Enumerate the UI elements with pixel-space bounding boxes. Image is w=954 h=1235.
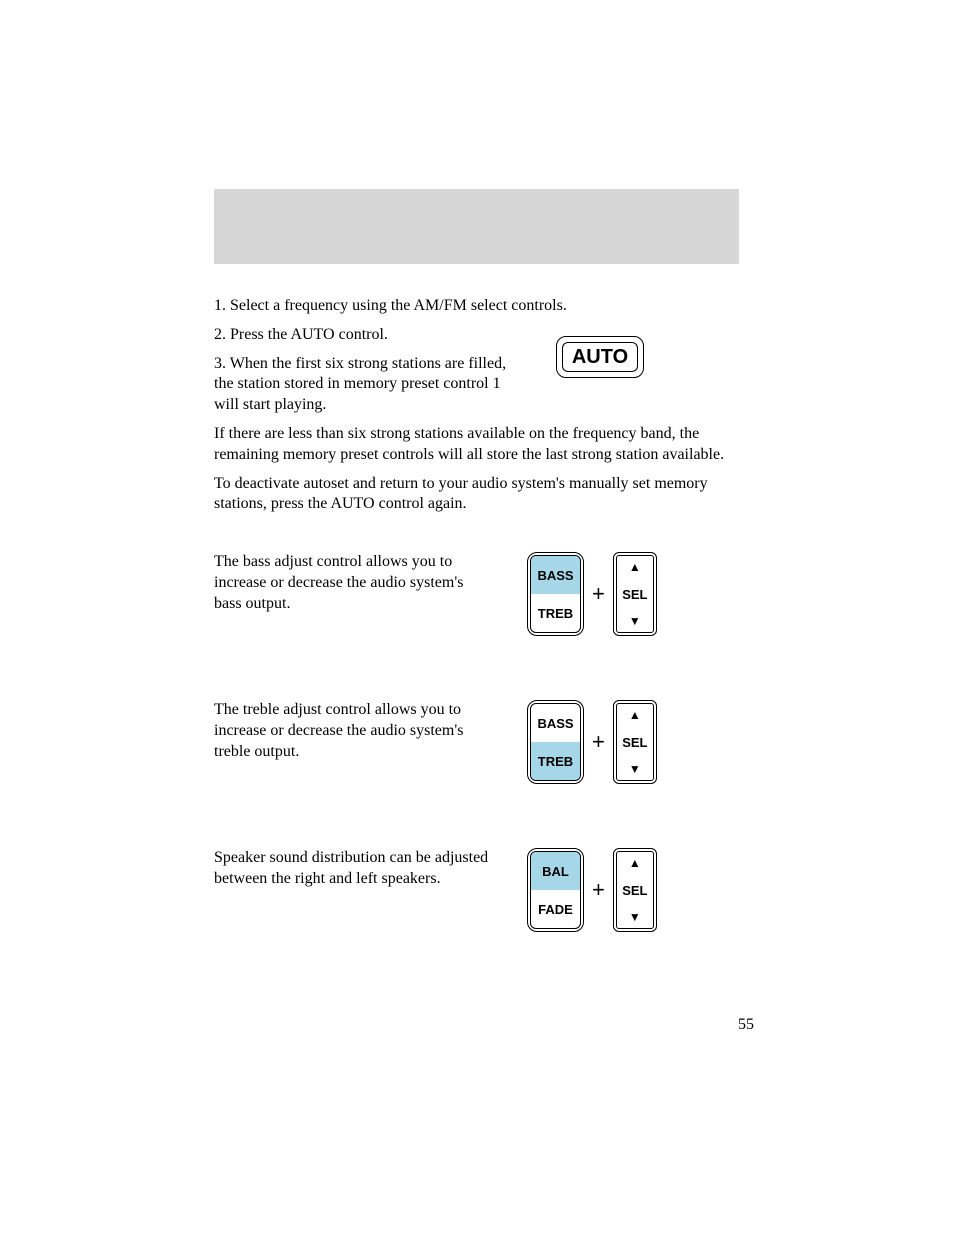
down-arrow-icon: ▼ <box>629 911 641 923</box>
page-number: 55 <box>738 1016 754 1034</box>
bass-label: BASS <box>531 556 580 594</box>
treble-text: The treble adjust control allows you to … <box>214 700 494 762</box>
auto-button-label: AUTO <box>562 342 638 372</box>
bal-label: BAL <box>531 852 580 890</box>
paragraph-1: If there are less than six strong statio… <box>214 424 754 466</box>
balance-control-cluster: BAL FADE + ▲ SEL ▼ <box>527 848 657 932</box>
bass-treb-button[interactable]: BASS TREB <box>527 552 584 636</box>
treble-control-cluster: BASS TREB + ▲ SEL ▼ <box>527 700 657 784</box>
sel-button[interactable]: ▲ SEL ▼ <box>613 552 657 636</box>
step-3: 3. When the first six strong stations ar… <box>214 354 514 416</box>
plus-icon: + <box>592 729 605 755</box>
balance-section: Speaker sound distribution can be adjust… <box>214 848 754 890</box>
treble-section: The treble adjust control allows you to … <box>214 700 754 762</box>
step-1: 1. Select a frequency using the AM/FM se… <box>214 296 754 317</box>
fade-label: FADE <box>531 890 580 928</box>
sel-label: SEL <box>622 735 647 750</box>
down-arrow-icon: ▼ <box>629 615 641 627</box>
bass-label: BASS <box>531 704 580 742</box>
balance-text: Speaker sound distribution can be adjust… <box>214 848 494 890</box>
bal-fade-button[interactable]: BAL FADE <box>527 848 584 932</box>
bass-control-cluster: BASS TREB + ▲ SEL ▼ <box>527 552 657 636</box>
plus-icon: + <box>592 877 605 903</box>
step-2: 2. Press the AUTO control. <box>214 325 754 346</box>
bass-section: The bass adjust control allows you to in… <box>214 552 754 614</box>
bass-treb-button[interactable]: BASS TREB <box>527 700 584 784</box>
up-arrow-icon: ▲ <box>629 857 641 869</box>
sel-label: SEL <box>622 883 647 898</box>
sel-button[interactable]: ▲ SEL ▼ <box>613 700 657 784</box>
header-bar <box>214 189 739 264</box>
down-arrow-icon: ▼ <box>629 763 641 775</box>
body-text: 1. Select a frequency using the AM/FM se… <box>214 296 754 523</box>
up-arrow-icon: ▲ <box>629 709 641 721</box>
treb-label: TREB <box>531 742 580 780</box>
plus-icon: + <box>592 581 605 607</box>
treb-label: TREB <box>531 594 580 632</box>
bass-text: The bass adjust control allows you to in… <box>214 552 494 614</box>
paragraph-2: To deactivate autoset and return to your… <box>214 474 754 516</box>
auto-button[interactable]: AUTO <box>556 336 644 378</box>
sel-label: SEL <box>622 587 647 602</box>
up-arrow-icon: ▲ <box>629 561 641 573</box>
sel-button[interactable]: ▲ SEL ▼ <box>613 848 657 932</box>
